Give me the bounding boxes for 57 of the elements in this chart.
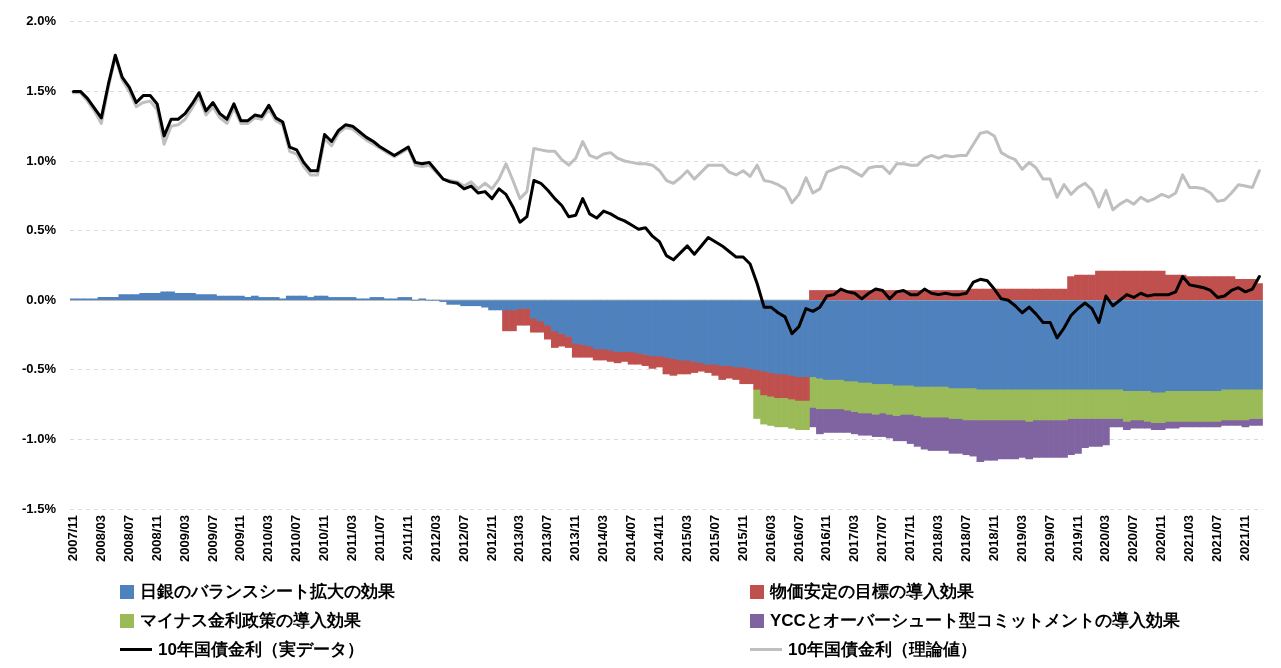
y-tick-label: -1.0%: [21, 430, 57, 446]
x-tick-label: 2020/11: [1153, 515, 1169, 562]
x-tick-label: 2019/11: [1069, 515, 1085, 562]
y-tick-label: 0.5%: [26, 222, 57, 238]
x-tick-label: 2014/03: [595, 515, 611, 563]
x-tick-label: 2016/11: [818, 515, 834, 562]
x-tick-label: 2018/03: [930, 515, 946, 563]
x-tick-label: 2014/11: [651, 515, 667, 562]
legend-label: YCCとオーバーシュート型コミットメントの導入効果: [770, 610, 1180, 632]
x-tick-label: 2009/11: [232, 515, 248, 562]
x-tick-label: 2013/03: [511, 515, 527, 563]
x-tick-label: 2020/07: [1125, 515, 1141, 563]
x-tick-label: 2014/07: [623, 515, 639, 563]
x-tick-label: 2015/07: [706, 515, 722, 563]
x-tick-label: 2013/11: [567, 515, 583, 562]
x-tick-label: 2008/07: [120, 515, 136, 563]
x-tick-label: 2012/07: [455, 515, 471, 563]
x-tick-label: 2017/07: [874, 515, 890, 563]
x-tick-label: 2019/03: [1013, 515, 1029, 563]
x-tick-label: 2016/07: [790, 515, 806, 563]
x-tick-label: 2011/03: [344, 515, 360, 562]
y-tick-label: 1.5%: [26, 82, 57, 98]
x-tick-label: 2011/07: [371, 515, 387, 562]
x-tick-label: 2009/03: [176, 515, 192, 563]
x-tick-label: 2016/03: [762, 515, 778, 563]
x-tick-label: 2010/03: [260, 515, 276, 563]
x-tick-label: 2013/07: [539, 515, 555, 563]
x-tick-label: 2008/03: [92, 515, 108, 563]
x-tick-label: 2019/07: [1041, 515, 1057, 563]
y-tick-label: 0.0%: [26, 291, 57, 307]
legend-label: 10年国債金利（理論値）: [788, 639, 977, 661]
legend-label: 10年国債金利（実データ）: [158, 639, 364, 661]
x-tick-label: 2017/11: [902, 515, 918, 562]
x-tick-label: 2008/11: [148, 515, 164, 562]
y-tick-label: -0.5%: [21, 361, 57, 377]
x-tick-label: 2018/07: [957, 515, 973, 563]
x-tick-label: 2010/07: [288, 515, 304, 563]
x-tick-label: 2020/03: [1097, 515, 1113, 563]
x-tick-label: 2010/11: [316, 515, 332, 562]
x-tick-label: 2021/11: [1237, 515, 1253, 562]
y-tick-label: 1.0%: [26, 152, 57, 168]
legend-label: マイナス金利政策の導入効果: [140, 610, 361, 632]
legend-label: 物価安定の目標の導入効果: [770, 581, 974, 603]
x-tick-label: 2009/07: [204, 515, 220, 563]
x-tick-label: 2011/11: [399, 515, 415, 561]
x-tick-label: 2012/03: [427, 515, 443, 563]
x-tick-label: 2021/07: [1209, 515, 1225, 563]
x-tick-label: 2012/11: [483, 515, 499, 562]
y-tick-label: 2.0%: [26, 13, 57, 29]
legend-label: 日銀のバランスシート拡大の効果: [140, 581, 395, 603]
x-tick-label: 2015/11: [734, 515, 750, 562]
x-tick-label: 2021/03: [1181, 515, 1197, 563]
x-tick-label: 2015/03: [678, 515, 694, 563]
x-tick-label: 2018/11: [985, 515, 1001, 562]
x-tick-label: 2017/03: [846, 515, 862, 563]
x-tick-label: 2007/11: [65, 515, 81, 562]
y-tick-label: -1.5%: [21, 500, 57, 516]
